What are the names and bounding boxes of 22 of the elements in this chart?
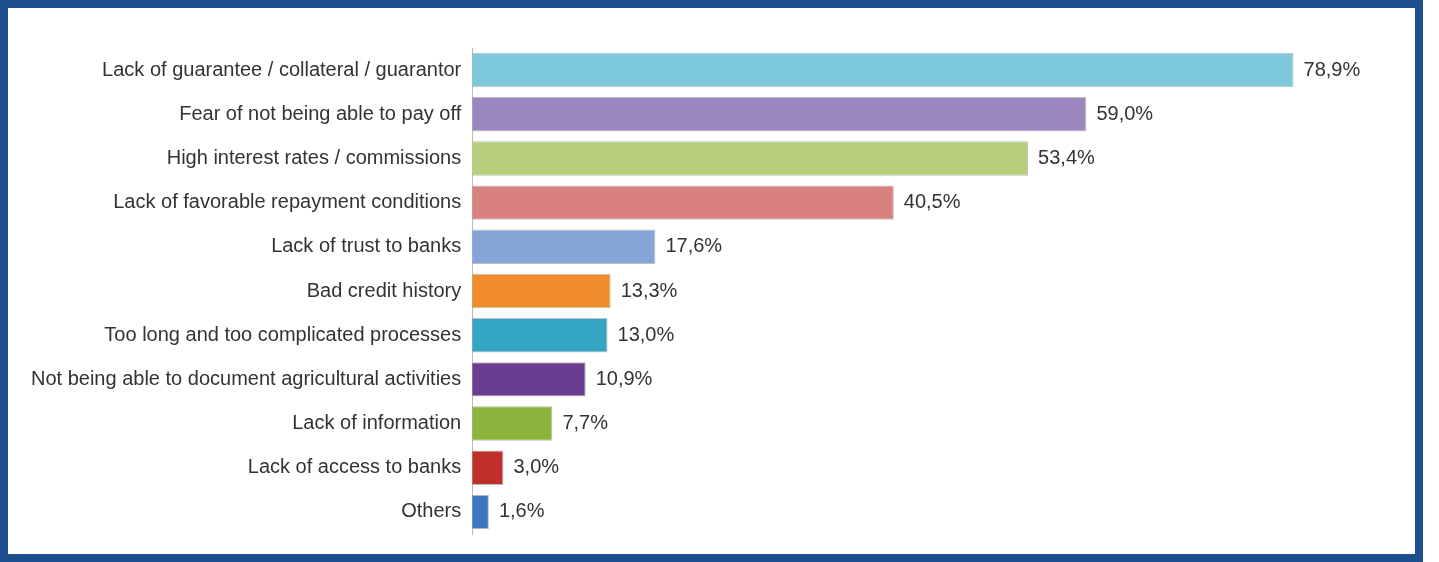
data-label: 53,4% xyxy=(1038,145,1096,168)
y-tick-label: Lack of access to banks xyxy=(247,455,462,478)
y-tick-label: Bad credit history xyxy=(306,278,462,301)
y-tick-label: Too long and too complicated processes xyxy=(104,322,462,345)
data-label: 1,6% xyxy=(498,499,545,522)
data-label: 10,9% xyxy=(595,366,653,389)
y-tick-label: Lack of information xyxy=(292,411,462,434)
data-label: 78,9% xyxy=(1303,57,1361,80)
y-tick-label: High interest rates / commissions xyxy=(166,145,462,168)
data-label: 13,0% xyxy=(617,322,675,345)
data-label: 7,7% xyxy=(562,411,609,434)
data-label: 40,5% xyxy=(903,190,961,213)
data-label: 59,0% xyxy=(1096,101,1154,124)
y-tick-label: Lack of favorable repayment conditions xyxy=(113,190,462,213)
y-tick-label: Lack of guarantee / collateral / guarantor xyxy=(102,57,462,80)
y-tick-label: Fear of not being able to pay off xyxy=(179,101,462,124)
y-tick-label: Lack of trust to banks xyxy=(271,234,462,257)
data-label: 13,3% xyxy=(620,278,678,301)
data-label: 3,0% xyxy=(513,455,560,478)
y-tick-label: Not being able to document agricultural activities xyxy=(31,366,462,389)
y-tick-label: Others xyxy=(401,499,462,522)
data-label: 17,6% xyxy=(665,234,723,257)
